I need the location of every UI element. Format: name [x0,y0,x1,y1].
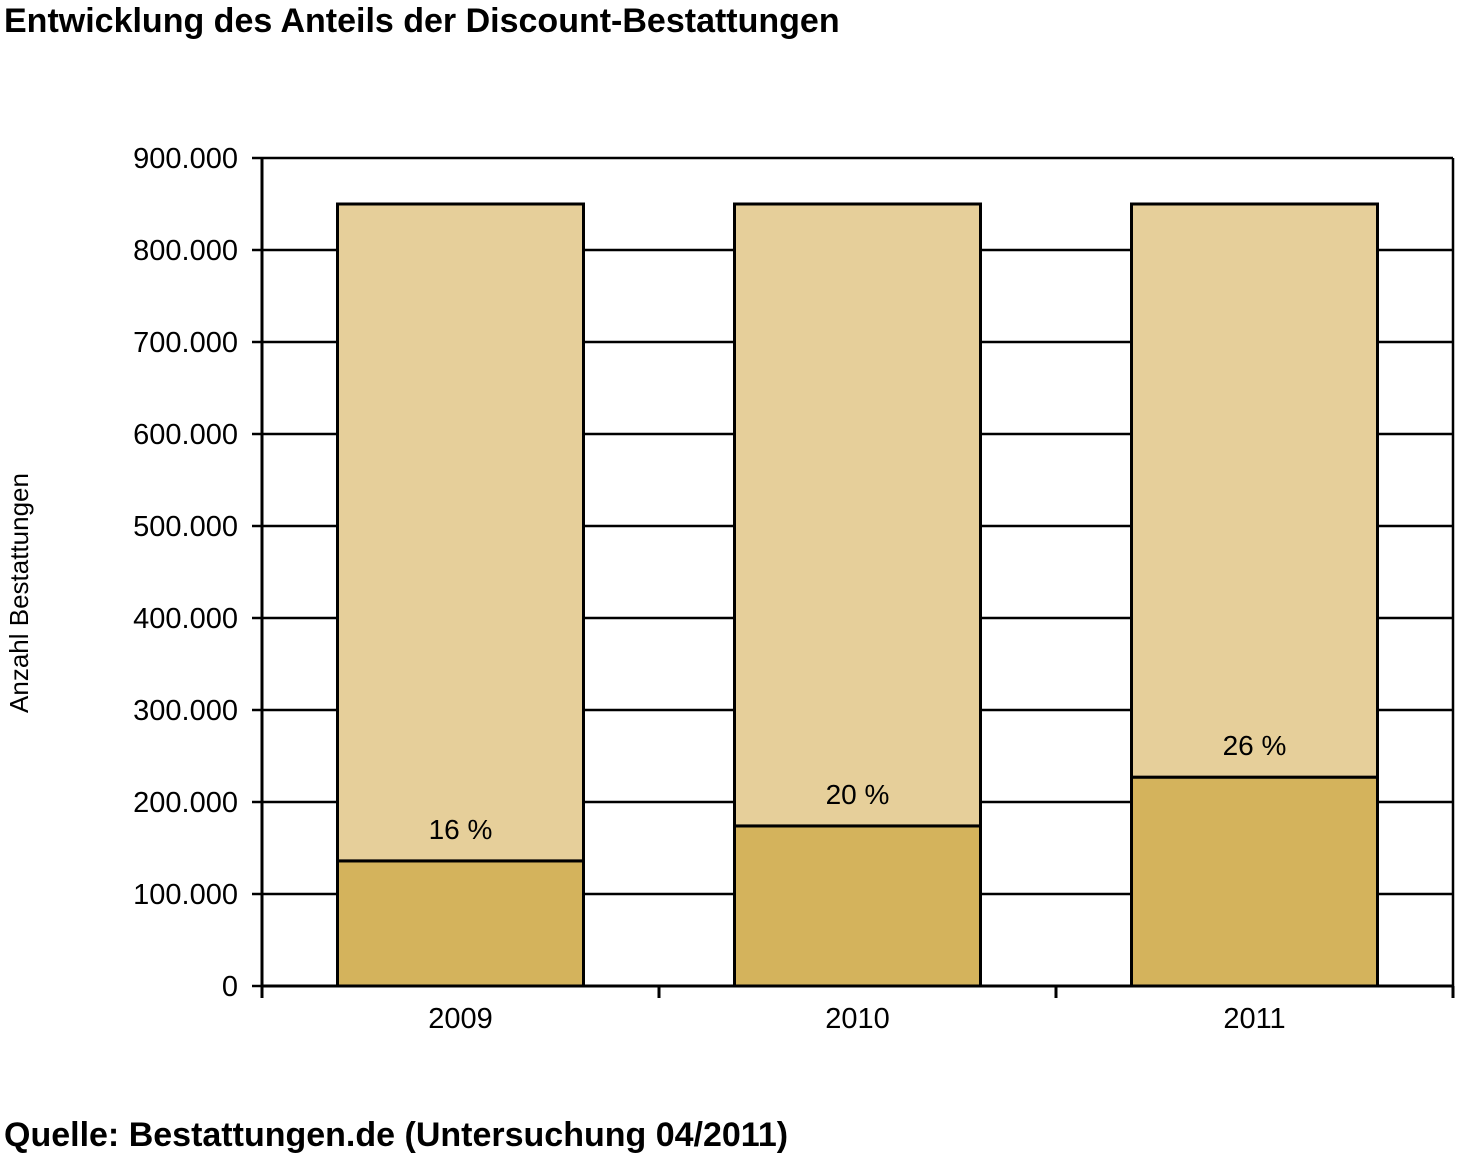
axes [252,156,1455,998]
y-tick-label: 0 [222,971,238,1003]
data-label-percent: 20 % [826,779,890,810]
bar-discount-segment [336,859,585,988]
data-label-percent: 16 % [429,814,493,845]
y-tick-label: 600.000 [133,419,238,451]
chart-title: Entwicklung des Anteils der Discount-Bes… [4,2,840,40]
source-note: Quelle: Bestattungen.de (Untersuchung 04… [4,1116,789,1154]
y-tick-label: 800.000 [133,235,238,267]
y-tick-label: 900.000 [133,143,238,175]
data-label-percent: 26 % [1223,730,1287,761]
y-tick-label: 500.000 [133,511,238,543]
bars [336,202,1379,988]
x-tick-label: 2009 [428,1003,493,1035]
bar-discount-segment [733,824,982,988]
bar-total-segment [1130,202,1379,779]
bar-total-segment [336,202,585,863]
labels: 0 100.000 200.000 300.000 400.000 500.000 600.… [133,143,1286,1035]
y-tick-label: 100.000 [133,879,238,911]
x-tick-label: 2011 [1223,1003,1285,1035]
y-axis-title: Anzahl Bestattungen [4,473,34,713]
x-tick-label: 2010 [825,1003,890,1035]
y-tick-label: 400.000 [133,603,238,635]
bar-discount-segment [1130,775,1379,988]
y-tick-label: 200.000 [133,787,238,819]
bar-total-segment [733,202,982,828]
y-tick-label: 300.000 [133,695,238,727]
y-tick-label: 700.000 [133,327,238,359]
